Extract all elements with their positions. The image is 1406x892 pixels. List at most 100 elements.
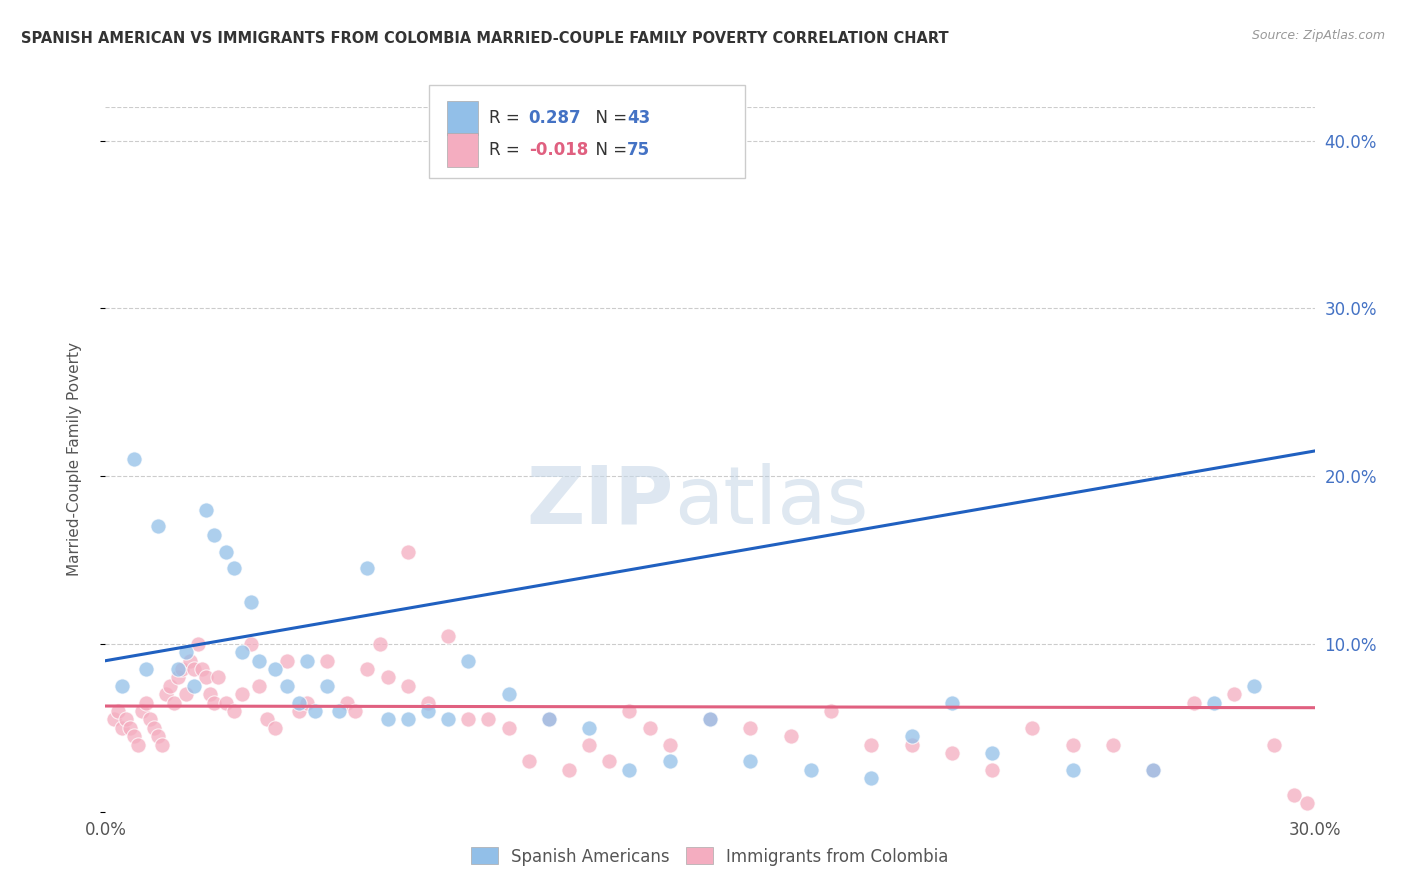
Point xyxy=(578,738,600,752)
Point xyxy=(103,713,125,727)
Point xyxy=(658,738,681,752)
Point xyxy=(276,679,298,693)
Point xyxy=(638,721,661,735)
Point xyxy=(215,696,238,710)
Point xyxy=(1062,763,1084,777)
Point xyxy=(740,721,762,735)
Point xyxy=(619,704,641,718)
Point xyxy=(187,637,209,651)
Point xyxy=(558,763,581,777)
Point xyxy=(820,704,842,718)
Legend: Spanish Americans, Immigrants from Colombia: Spanish Americans, Immigrants from Colom… xyxy=(463,839,957,874)
Point xyxy=(135,696,157,710)
Point xyxy=(1223,687,1246,701)
Point xyxy=(224,704,246,718)
Point xyxy=(537,713,560,727)
Point xyxy=(107,704,129,718)
Y-axis label: Married-Couple Family Poverty: Married-Couple Family Poverty xyxy=(67,343,82,576)
Point xyxy=(288,704,311,718)
Point xyxy=(191,662,214,676)
Point xyxy=(1142,763,1164,777)
Point xyxy=(699,713,721,727)
Point xyxy=(860,738,883,752)
Point xyxy=(416,696,439,710)
Point xyxy=(336,696,359,710)
Point xyxy=(396,544,419,558)
Text: -0.018: -0.018 xyxy=(529,141,588,159)
Point xyxy=(131,704,153,718)
Text: R =: R = xyxy=(489,109,526,127)
Point xyxy=(127,738,149,752)
Point xyxy=(110,721,132,735)
Point xyxy=(598,755,620,769)
Point xyxy=(1243,679,1265,693)
Point xyxy=(699,713,721,727)
Point xyxy=(122,452,145,467)
Point xyxy=(195,502,218,516)
Point xyxy=(779,729,801,743)
Point xyxy=(1062,738,1084,752)
Point xyxy=(170,662,193,676)
Point xyxy=(1284,788,1306,802)
Point xyxy=(135,662,157,676)
Text: Source: ZipAtlas.com: Source: ZipAtlas.com xyxy=(1251,29,1385,42)
Point xyxy=(183,662,205,676)
Point xyxy=(183,679,205,693)
Point xyxy=(200,687,222,701)
Point xyxy=(215,544,238,558)
Point xyxy=(619,763,641,777)
Point xyxy=(1102,738,1125,752)
Point xyxy=(537,713,560,727)
Point xyxy=(437,628,460,642)
Text: atlas: atlas xyxy=(673,463,868,541)
Point xyxy=(900,729,922,743)
Point xyxy=(202,696,225,710)
Point xyxy=(114,713,136,727)
Point xyxy=(139,713,162,727)
Point xyxy=(146,729,169,743)
Point xyxy=(1142,763,1164,777)
Point xyxy=(256,713,278,727)
Point xyxy=(1295,797,1317,811)
Point xyxy=(295,654,318,668)
Point xyxy=(658,755,681,769)
Point xyxy=(167,662,190,676)
Point xyxy=(263,721,285,735)
Point xyxy=(941,696,963,710)
Point xyxy=(247,654,270,668)
Point xyxy=(1182,696,1205,710)
Point xyxy=(377,671,399,685)
Point xyxy=(316,679,339,693)
Point xyxy=(1202,696,1225,710)
Point xyxy=(344,704,367,718)
Point xyxy=(304,704,326,718)
Point xyxy=(328,704,350,718)
Point xyxy=(295,696,318,710)
Point xyxy=(1263,738,1285,752)
Point xyxy=(247,679,270,693)
Text: 43: 43 xyxy=(627,109,651,127)
Point xyxy=(941,746,963,760)
Point xyxy=(224,561,246,575)
Point xyxy=(368,637,391,651)
Point xyxy=(800,763,823,777)
Point xyxy=(578,721,600,735)
Point xyxy=(981,763,1004,777)
Point xyxy=(396,679,419,693)
Text: R =: R = xyxy=(489,141,526,159)
Point xyxy=(150,738,173,752)
Point xyxy=(498,687,520,701)
Point xyxy=(457,713,479,727)
Point xyxy=(377,713,399,727)
Point xyxy=(207,671,229,685)
Point xyxy=(142,721,165,735)
Text: 75: 75 xyxy=(627,141,650,159)
Point xyxy=(231,687,253,701)
Point xyxy=(122,729,145,743)
Point xyxy=(498,721,520,735)
Point xyxy=(179,654,201,668)
Point xyxy=(981,746,1004,760)
Point xyxy=(416,704,439,718)
Point xyxy=(276,654,298,668)
Point xyxy=(202,528,225,542)
